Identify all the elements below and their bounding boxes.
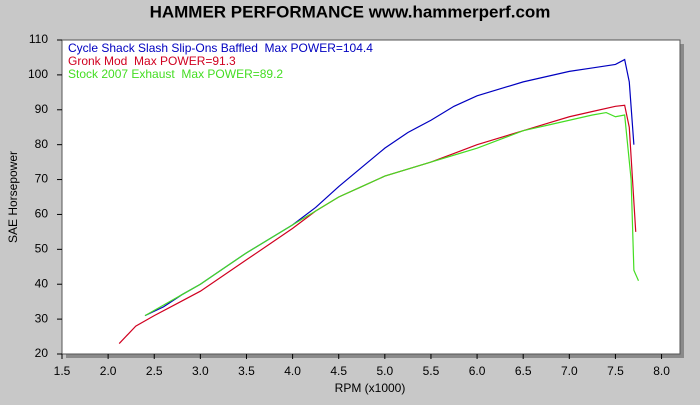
- series-line: [144, 111, 640, 317]
- y-tick-label: 40: [35, 276, 49, 290]
- x-tick-label: 5.5: [423, 364, 440, 378]
- x-tick-label: 2.0: [100, 364, 117, 378]
- y-tick-label: 90: [35, 102, 49, 116]
- y-tick-label: 80: [35, 137, 49, 151]
- x-axis-label: RPM (x1000): [335, 381, 406, 395]
- x-tick-label: 3.5: [238, 364, 255, 378]
- x-tick-label: 8.0: [653, 364, 670, 378]
- x-tick-label: 4.0: [284, 364, 301, 378]
- y-tick-label: 30: [35, 311, 49, 325]
- y-tick-label: 100: [28, 67, 48, 81]
- legend-entry: Stock 2007 Exhaust Max POWER=89.2: [68, 67, 283, 81]
- x-tick-label: 2.5: [146, 364, 163, 378]
- legend-entry: Gronk Mod Max POWER=91.3: [68, 54, 236, 68]
- chart-title: HAMMER PERFORMANCE www.hammerperf.com: [150, 2, 551, 21]
- x-tick-label: 6.0: [469, 364, 486, 378]
- y-tick-label: 70: [35, 172, 49, 186]
- x-tick-label: 3.0: [192, 364, 209, 378]
- x-tick-label: 5.0: [376, 364, 393, 378]
- x-tick-label: 4.5: [330, 364, 347, 378]
- x-tick-label: 1.5: [54, 364, 71, 378]
- y-tick-label: 50: [35, 242, 49, 256]
- x-tick-label: 7.0: [561, 364, 578, 378]
- y-tick-label: 20: [35, 346, 49, 360]
- x-tick-label: 7.5: [607, 364, 624, 378]
- x-tick-label: 6.5: [515, 364, 532, 378]
- plot-area: [61, 39, 681, 355]
- y-axis-label: SAE Horsepower: [6, 151, 20, 243]
- y-tick-label: 60: [35, 207, 49, 221]
- y-tick-label: 110: [29, 32, 48, 46]
- legend-entry: Cycle Shack Slash Slip-Ons Baffled Max P…: [68, 41, 373, 55]
